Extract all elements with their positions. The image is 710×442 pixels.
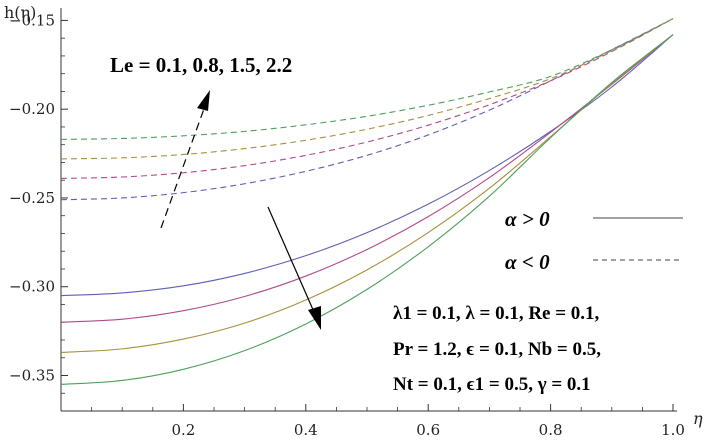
x-tick-label: 1.0 [661,421,685,439]
dashed-curve-6 [60,18,674,160]
dashed-curve-5 [60,18,674,179]
dashed-curve-7 [60,18,674,140]
solid-curve-0 [60,34,674,297]
y-axis-title: h(η) [4,3,36,22]
axes [60,8,677,412]
legend-alpha-positive: α > 0 [505,207,550,231]
curves [60,18,674,385]
x-tick-label: 0.8 [539,421,563,439]
params-line-1: λ1 = 0.1, λ = 0.1, Re = 0.1, [393,303,600,324]
legend-alpha-negative: α < 0 [505,250,550,274]
x-tick-label: 0.6 [416,421,440,439]
le-arrow-head [197,90,210,111]
x-tick-label: 0.2 [171,421,195,439]
y-tick-label: −0.15 [9,11,55,29]
y-tick-label: −0.30 [9,278,55,296]
solid-arrow-head [308,306,321,330]
le-annotation: Le = 0.1, 0.8, 1.5, 2.2 [110,53,292,77]
y-tick-label: −0.20 [9,100,55,118]
x-tick-label: 0.4 [294,421,318,439]
y-tick-label: −0.35 [9,366,55,384]
y-tick-label: −0.25 [9,189,55,207]
params-line-3: Nt = 0.1, ϵ1 = 0.5, γ = 0.1 [393,374,591,395]
x-axis-title: η [693,409,703,428]
le-arrow-shaft [160,105,206,229]
solid-curve-1 [60,34,674,323]
solid-curve-3 [60,34,674,385]
solid-arrow-shaft [267,206,315,313]
params-line-2: Pr = 1.2, ϵ = 0.1, Nb = 0.5, [393,339,601,360]
ticks: 0.2 0.4 0.6 0.8 1.0 −0.15 −0.20 −0.25 −0.30 −0.35 [9,11,685,439]
